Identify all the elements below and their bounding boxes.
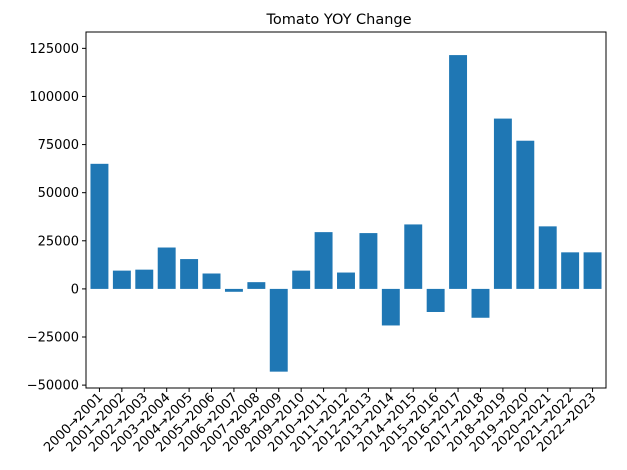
bar-2018→2019 [493,118,512,289]
bar-2002→2003 [135,269,154,289]
y-tick-label: −50000 [27,379,79,394]
y-axis: −50000 −25000 0 25000 50000 75000 100000 125000 [27,42,86,394]
plot-area [85,31,607,389]
bar-2017→2018 [471,288,490,318]
bar-2006→2007 [224,288,243,292]
bar-2005→2006 [202,273,221,289]
bar-2016→2017 [449,55,468,289]
bar-2001→2002 [112,270,131,289]
bar-2015→2016 [426,288,445,312]
y-tick-label: −25000 [27,331,79,346]
bar-2010→2011 [314,232,333,289]
bar-2014→2015 [404,224,423,289]
bar-2003→2004 [157,247,176,289]
bar-2008→2009 [269,288,288,372]
bar-2011→2012 [337,272,355,289]
chart-title: Tomato YOY Change [265,12,411,28]
bar-2004→2005 [180,259,199,289]
bar-2012→2013 [359,233,378,289]
bar-2021→2022 [561,252,580,289]
y-tick-label: 50000 [38,186,79,201]
bar-2009→2010 [292,270,311,289]
bar-2000→2001 [90,163,109,289]
bar-2013→2014 [381,288,400,326]
y-tick-label: 75000 [38,138,79,153]
x-axis: 2000→20012001→20022002→20032003→20042004… [41,388,599,455]
y-tick-label: 0 [71,282,79,297]
bar-2022→2023 [583,252,602,289]
bar-2020→2021 [538,226,557,289]
y-tick-label: 125000 [29,42,79,57]
y-tick-label: 25000 [38,234,79,249]
y-tick-label: 100000 [29,90,79,105]
bar-2019→2020 [516,140,535,289]
bar-2007→2008 [247,282,266,289]
